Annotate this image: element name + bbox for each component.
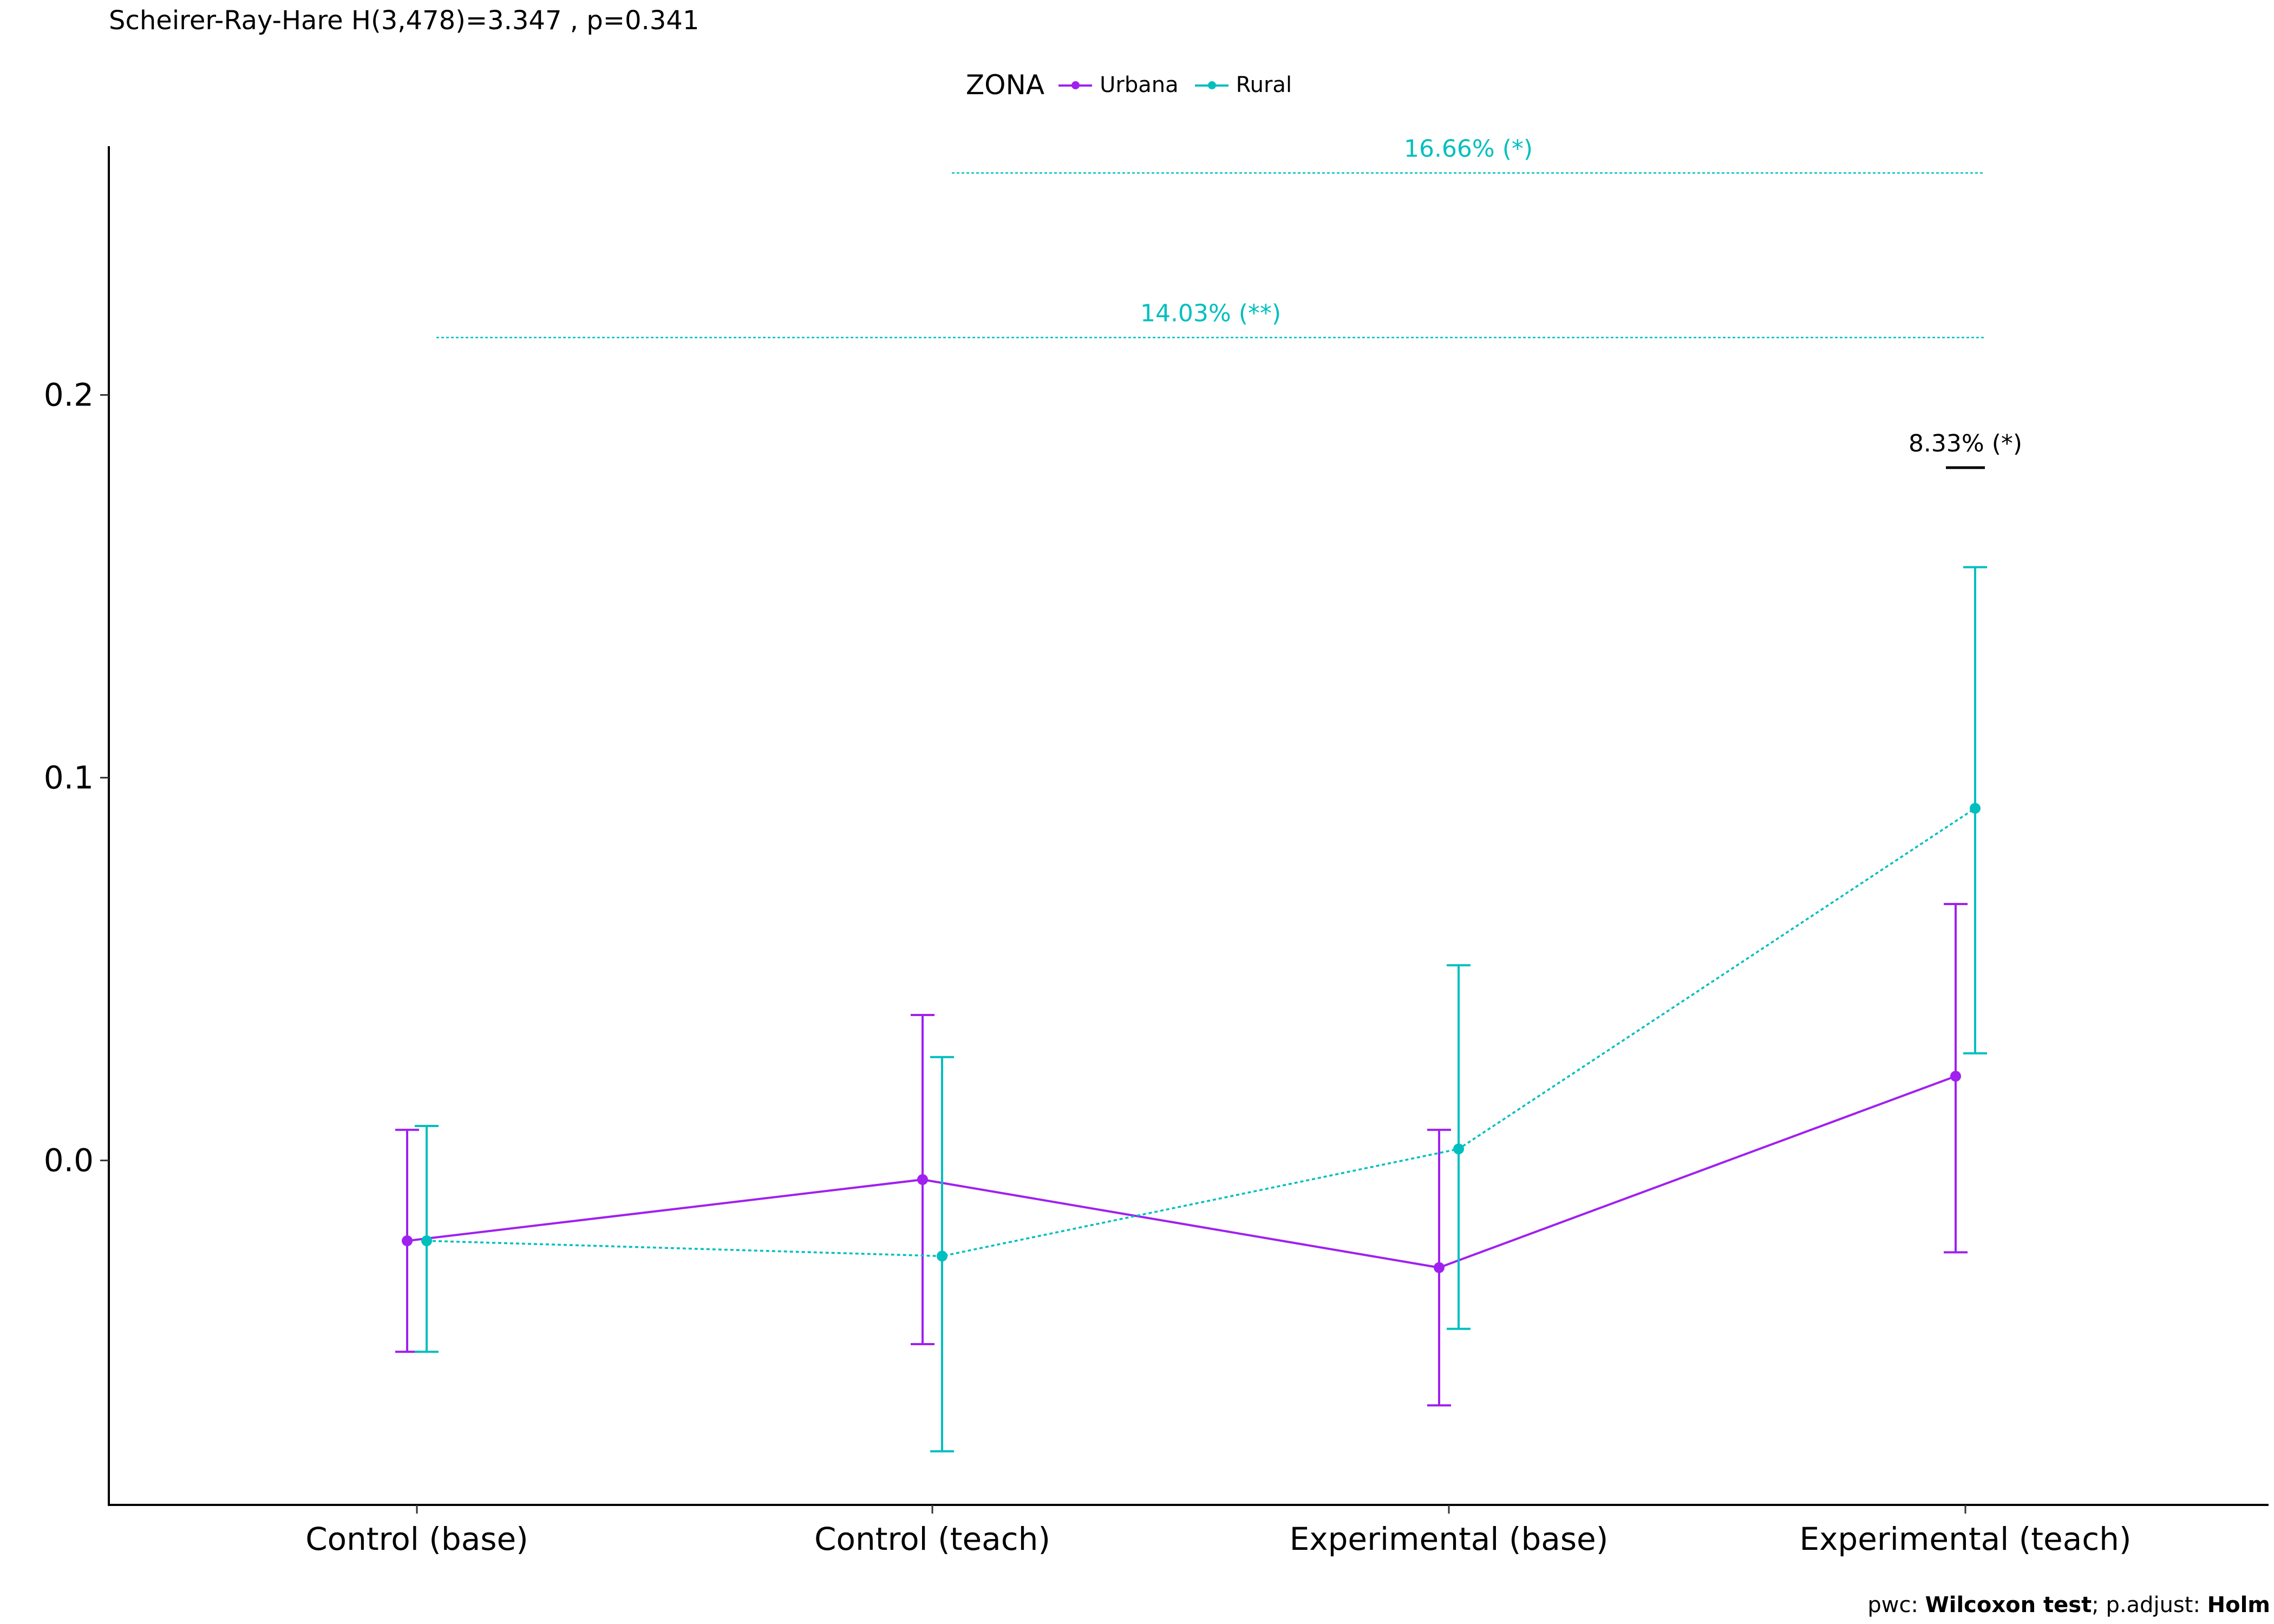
data-point <box>1453 1143 1464 1155</box>
y-tick-label: 0.0 <box>44 1142 94 1179</box>
x-tick-label: Experimental (base) <box>1290 1521 1609 1557</box>
legend-title: ZONA <box>965 69 1045 101</box>
data-point <box>421 1235 432 1247</box>
caption-method: Holm <box>2207 1593 2270 1618</box>
data-point <box>402 1235 413 1247</box>
annotation-label: 8.33% (*) <box>1909 430 2022 457</box>
chart-axes: 0.0 0.1 0.2 Control (base) Control (teach) Ex… <box>44 146 2269 1557</box>
data-point <box>917 1174 928 1186</box>
series-urbana <box>395 902 1968 1407</box>
legend-label-urbana: Urbana <box>1100 73 1179 97</box>
series-rural <box>415 566 1987 1453</box>
legend-label-rural: Rural <box>1236 73 1292 97</box>
caption-prefix: pwc: <box>1867 1593 1925 1618</box>
annotation-label: 16.66% (*) <box>1404 135 1533 162</box>
caption-test: Wilcoxon test <box>1925 1593 2092 1618</box>
legend-item-rural: Rural <box>1194 73 1292 97</box>
chart-caption: pwc: Wilcoxon test; p.adjust: Holm <box>1867 1593 2270 1618</box>
data-point <box>1970 803 1981 814</box>
data-point <box>1434 1262 1445 1273</box>
chart-subtitle: Scheirer-Ray-Hare H(3,478)=3.347 , p=0.3… <box>109 5 700 36</box>
data-point <box>1950 1071 1961 1082</box>
x-tick-label: Control (teach) <box>814 1521 1050 1557</box>
legend-key-urbana <box>1058 74 1093 96</box>
y-tick-label: 0.2 <box>44 377 94 414</box>
legend: ZONA Urbana Rural <box>0 69 2274 101</box>
caption-middle: ; p.adjust: <box>2092 1593 2207 1618</box>
x-tick-label: Experimental (teach) <box>1799 1521 2131 1557</box>
significance-annotations: 16.66% (*) 14.03% (**) 8.33% (*) <box>436 135 2022 469</box>
legend-key-rural <box>1194 74 1229 96</box>
series-line <box>407 1075 1956 1269</box>
series-line <box>426 807 1976 1258</box>
chart-series <box>395 566 1987 1453</box>
y-tick-label: 0.1 <box>44 759 94 796</box>
x-tick-label: Control (base) <box>305 1521 528 1557</box>
annotation-label: 14.03% (**) <box>1140 300 1281 328</box>
data-point <box>937 1250 948 1262</box>
legend-item-urbana: Urbana <box>1058 73 1179 97</box>
